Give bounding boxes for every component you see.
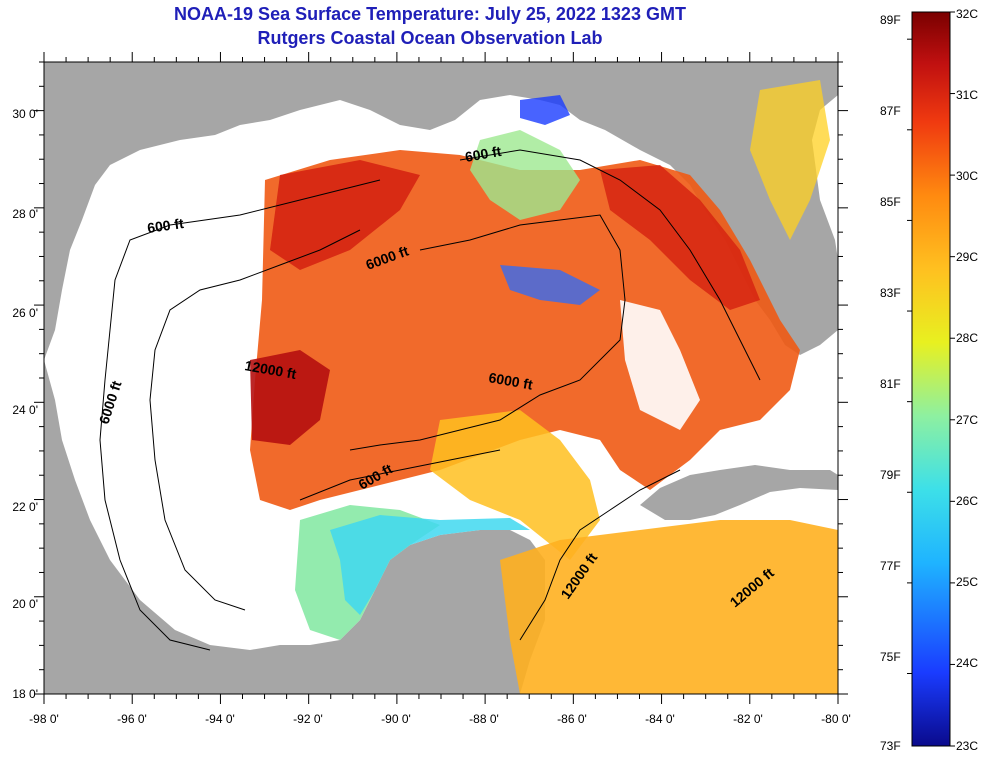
land-mexico	[44, 360, 545, 694]
colorbar	[911, 11, 951, 747]
cb-f-label: 75F	[880, 650, 901, 664]
cb-f-label: 73F	[880, 739, 901, 753]
contour-12000ft-south	[519, 469, 681, 641]
sst-yellow-east	[750, 80, 830, 240]
cb-c-label: 32C	[956, 7, 978, 21]
land-us-coast	[44, 62, 838, 360]
cb-c-label: 25C	[956, 575, 978, 589]
cb-f-label: 77F	[880, 559, 901, 573]
lon-tick-label: -86 0'	[557, 712, 587, 726]
lon-tick-label: -96 0'	[117, 712, 147, 726]
contour-600ft-east	[459, 149, 761, 381]
sst-cool-band	[470, 130, 580, 220]
lon-tick-label: -88 0'	[469, 712, 499, 726]
contour-6000ft-central	[349, 214, 626, 451]
cb-f-label: 79F	[880, 468, 901, 482]
colorbar-ticks	[907, 11, 955, 747]
lon-tick-label: -80 0'	[821, 712, 851, 726]
cb-c-label: 29C	[956, 250, 978, 264]
axis-tick-labels: -98 0' -96 0' -94 0' -92 0' -90 0' -88 0…	[12, 107, 850, 726]
sst-white-cloud	[620, 300, 700, 430]
lon-tick-label: -94 0'	[205, 712, 235, 726]
cb-c-label: 24C	[956, 656, 978, 670]
cb-f-label: 87F	[880, 104, 901, 118]
sst-field	[250, 80, 838, 694]
map-subtitle: Rutgers Coastal Ocean Observation Lab	[257, 28, 603, 48]
cb-c-label: 31C	[956, 88, 978, 102]
lon-tick-label: -92 0'	[293, 712, 323, 726]
land	[44, 62, 838, 694]
colorbar-c-labels: 32C 31C 30C 29C 28C 27C 26C 25C 24C 23C	[956, 7, 978, 753]
cb-f-label: 89F	[880, 13, 901, 27]
cb-c-label: 30C	[956, 169, 978, 183]
sst-yellow-gulf	[430, 410, 600, 560]
lat-tick-label: 22 0'	[12, 500, 38, 514]
bathymetry-contours	[99, 149, 761, 651]
cb-c-label: 27C	[956, 413, 978, 427]
lon-tick-label: -90 0'	[381, 712, 411, 726]
sst-yellow-south	[500, 520, 838, 694]
contour-label: 6000 ft	[487, 369, 534, 393]
contour-6000ft-west	[149, 229, 361, 611]
cb-c-label: 23C	[956, 739, 978, 753]
cb-f-label: 81F	[880, 377, 901, 391]
sst-blue-north	[520, 95, 570, 125]
lat-tick-label: 30 0'	[12, 107, 38, 121]
axis-ticks	[34, 52, 848, 704]
lat-tick-label: 18 0'	[12, 687, 38, 701]
sst-cyan-yucatan	[330, 515, 530, 615]
contour-label: 600 ft	[464, 143, 503, 165]
lon-tick-label: -82 0'	[733, 712, 763, 726]
cb-f-label: 85F	[880, 195, 901, 209]
land-cuba	[640, 465, 838, 520]
contour-600ft-west	[99, 179, 381, 651]
cb-c-label: 26C	[956, 494, 978, 508]
lat-tick-label: 24 0'	[12, 403, 38, 417]
lat-tick-label: 20 0'	[12, 597, 38, 611]
lon-tick-label: -84 0'	[645, 712, 675, 726]
cb-c-label: 28C	[956, 331, 978, 345]
map-title: NOAA-19 Sea Surface Temperature: July 25…	[174, 4, 686, 24]
contour-label: 600 ft	[146, 215, 185, 236]
lon-tick-label: -98 0'	[29, 712, 59, 726]
contour-600ft-yucatan	[299, 449, 501, 501]
colorbar-f-labels: 89F 87F 85F 83F 81F 79F 77F 75F 73F	[880, 13, 901, 753]
sst-hot-north	[270, 160, 420, 270]
cb-f-label: 83F	[880, 286, 901, 300]
lat-tick-label: 28 0'	[12, 207, 38, 221]
lat-tick-label: 26 0'	[12, 306, 38, 320]
sst-hot-west	[250, 350, 330, 445]
sst-blue-eddy	[500, 265, 600, 305]
